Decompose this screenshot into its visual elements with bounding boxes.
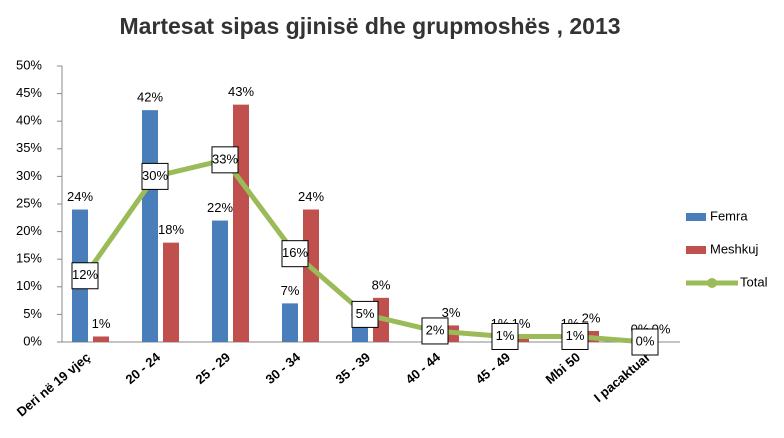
x-tick-label: 30 - 34 <box>262 349 303 387</box>
data-label: 12% <box>72 267 98 282</box>
data-label: 5% <box>356 306 375 321</box>
data-label: 1% <box>496 328 515 343</box>
y-tick-label: 30% <box>16 168 42 183</box>
x-tick-label: 20 - 24 <box>122 349 163 387</box>
data-label: 30% <box>142 168 168 183</box>
data-label: 8% <box>372 277 391 292</box>
data-label: 43% <box>228 84 254 99</box>
bar <box>233 104 249 342</box>
data-label: 1% <box>566 328 585 343</box>
y-tick-label: 45% <box>16 85 42 100</box>
bar <box>303 209 319 342</box>
x-tick-label: 45 - 49 <box>472 349 513 387</box>
data-label: 3% <box>442 305 461 320</box>
marker <box>631 328 659 356</box>
legend-swatch <box>686 246 706 254</box>
bar <box>93 336 109 342</box>
chart-title: Martesat sipas gjinisë dhe grupmoshës , … <box>119 13 620 39</box>
data-label: 1% <box>92 316 111 331</box>
data-label: 42% <box>137 90 163 105</box>
y-tick-label: 35% <box>16 140 42 155</box>
data-label: 18% <box>158 222 184 237</box>
y-tick-label: 5% <box>23 306 42 321</box>
bar <box>142 110 158 342</box>
bar <box>163 242 179 342</box>
marker <box>71 262 99 290</box>
marker <box>561 322 589 350</box>
marker <box>211 146 239 174</box>
y-tick-label: 20% <box>16 223 42 238</box>
x-tick-label: 25 - 29 <box>192 349 233 387</box>
marker <box>281 240 309 268</box>
x-tick-label: 35 - 39 <box>332 349 373 387</box>
y-tick-label: 10% <box>16 278 42 293</box>
x-tick-label: Deri në 19 vjeç <box>14 349 93 419</box>
y-tick-label: 0% <box>23 333 42 348</box>
legend-label: Meshkuj <box>710 241 759 256</box>
marker <box>141 162 169 190</box>
data-label: 7% <box>281 283 300 298</box>
data-label: 22% <box>207 200 233 215</box>
data-label: 2% <box>582 310 601 325</box>
legend-label: Total <box>740 274 768 289</box>
bar <box>352 325 368 342</box>
y-tick-label: 50% <box>16 57 42 72</box>
x-tick-label: 40 - 44 <box>402 349 443 387</box>
y-tick-label: 40% <box>16 113 42 128</box>
data-label: 16% <box>282 245 308 260</box>
y-tick-label: 15% <box>16 251 42 266</box>
marker <box>351 300 379 328</box>
x-tick-label: I pacaktuar <box>591 349 653 405</box>
bar <box>212 220 228 342</box>
legend-label: Femra <box>710 208 748 223</box>
bar <box>513 336 529 342</box>
marker <box>421 317 449 345</box>
legend-swatch <box>686 213 706 221</box>
x-tick-label: Mbi 50 <box>542 349 583 387</box>
data-label: 33% <box>212 151 238 166</box>
y-tick-label: 25% <box>16 195 42 210</box>
data-label: 24% <box>67 189 93 204</box>
marker <box>491 322 519 350</box>
legend-marker <box>707 278 717 288</box>
data-label: 24% <box>298 189 324 204</box>
bar <box>282 303 298 342</box>
data-label: 0% <box>636 333 655 348</box>
data-label: 2% <box>426 322 445 337</box>
